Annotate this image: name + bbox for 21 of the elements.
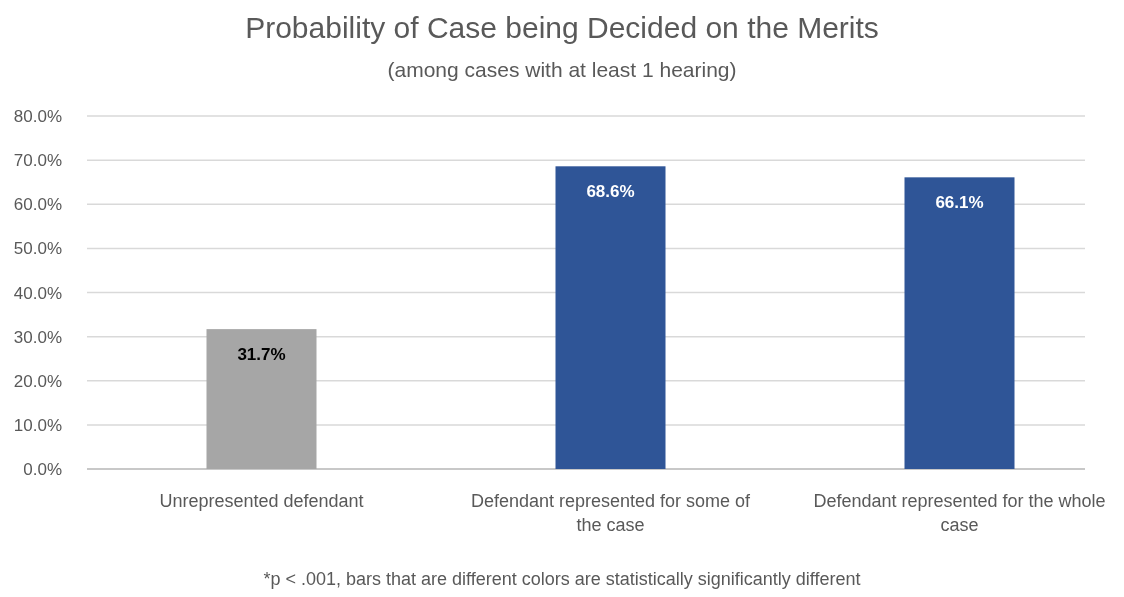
y-tick-label: 70.0% (13, 151, 62, 171)
bar (555, 166, 666, 469)
y-tick-label: 60.0% (13, 195, 62, 215)
y-tick-label: 40.0% (13, 283, 62, 303)
y-tick-label: 80.0% (13, 107, 62, 126)
chart-title: Probability of Case being Decided on the Merits (245, 11, 879, 44)
bar (206, 329, 317, 469)
data-label: 66.1% (935, 193, 984, 213)
x-tick-label: Defendant represented for the whole case (813, 491, 1106, 535)
y-tick-label: 0.0% (23, 460, 62, 479)
bar (904, 177, 1015, 469)
y-tick-label: 20.0% (13, 371, 62, 391)
y-tick-label: 30.0% (13, 327, 62, 347)
x-tick-label: Unrepresented defendant (159, 491, 364, 511)
x-tick-label: Defendant represented for some of the case (470, 491, 752, 535)
y-tick-label: 50.0% (13, 239, 62, 259)
chart-subtitle: (among cases with at least 1 hearing) (387, 58, 737, 81)
data-label: 68.6% (586, 182, 635, 202)
text: *p < .001, bars that are different colors are statistically significantly different (263, 569, 861, 589)
y-tick-label: 10.0% (13, 415, 62, 435)
data-label: 31.7% (237, 345, 286, 365)
